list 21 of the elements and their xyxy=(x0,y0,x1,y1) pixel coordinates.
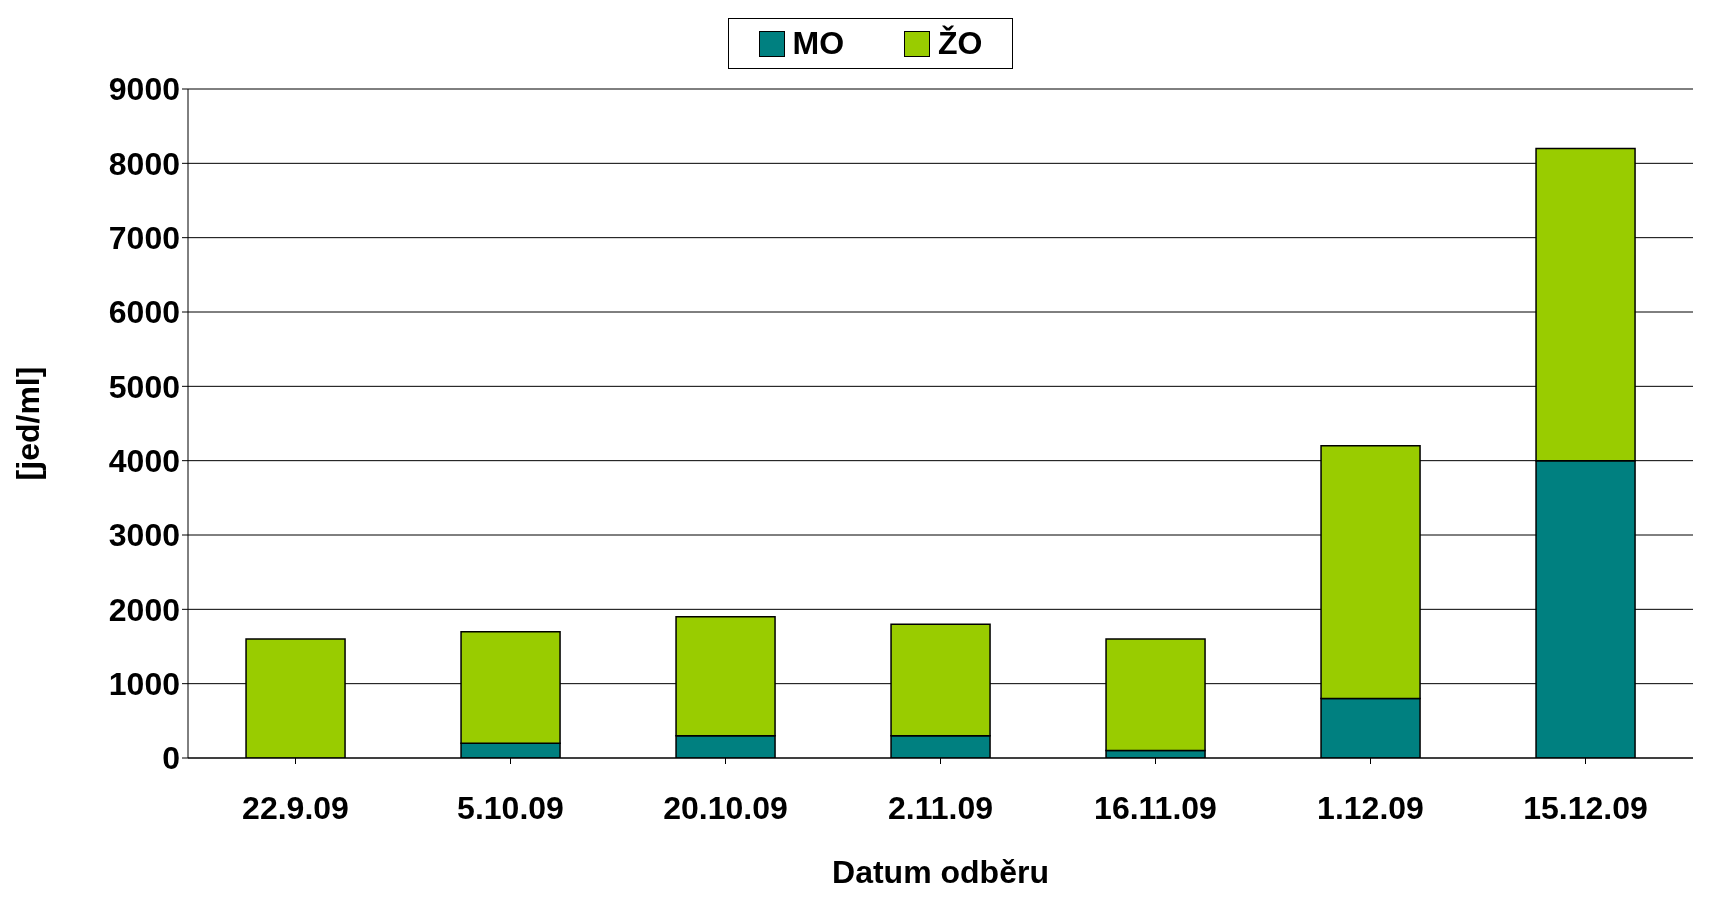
y-tick-label: 7000 xyxy=(108,220,180,257)
legend-label: ŽO xyxy=(938,25,983,62)
x-tick-label: 20.10.09 xyxy=(663,789,788,826)
x-tick-label: 5.10.09 xyxy=(457,789,564,826)
x-tick-label: 22.9.09 xyxy=(242,789,349,826)
y-tick-label: 4000 xyxy=(108,443,180,480)
x-tick-label: 2.11.09 xyxy=(888,789,993,826)
y-tick-label: 6000 xyxy=(108,294,180,331)
y-tick-label: 8000 xyxy=(108,145,180,182)
y-tick-label: 0 xyxy=(162,740,180,777)
y-tick-label: 2000 xyxy=(108,591,180,628)
x-axis-title: Datum odběru xyxy=(832,854,1049,890)
y-tick-label: 9000 xyxy=(108,71,180,108)
y-tick-label: 1000 xyxy=(108,666,180,703)
x-tick-label: 15.12.09 xyxy=(1523,789,1648,826)
x-tick-label: 1.12.09 xyxy=(1317,789,1424,826)
y-tick-label: 3000 xyxy=(108,517,180,554)
y-axis-title: [jed/ml] xyxy=(10,366,47,481)
legend-label: MO xyxy=(792,25,845,62)
x-tick-label: 16.11.09 xyxy=(1094,789,1217,826)
y-tick-label: 5000 xyxy=(108,368,180,405)
